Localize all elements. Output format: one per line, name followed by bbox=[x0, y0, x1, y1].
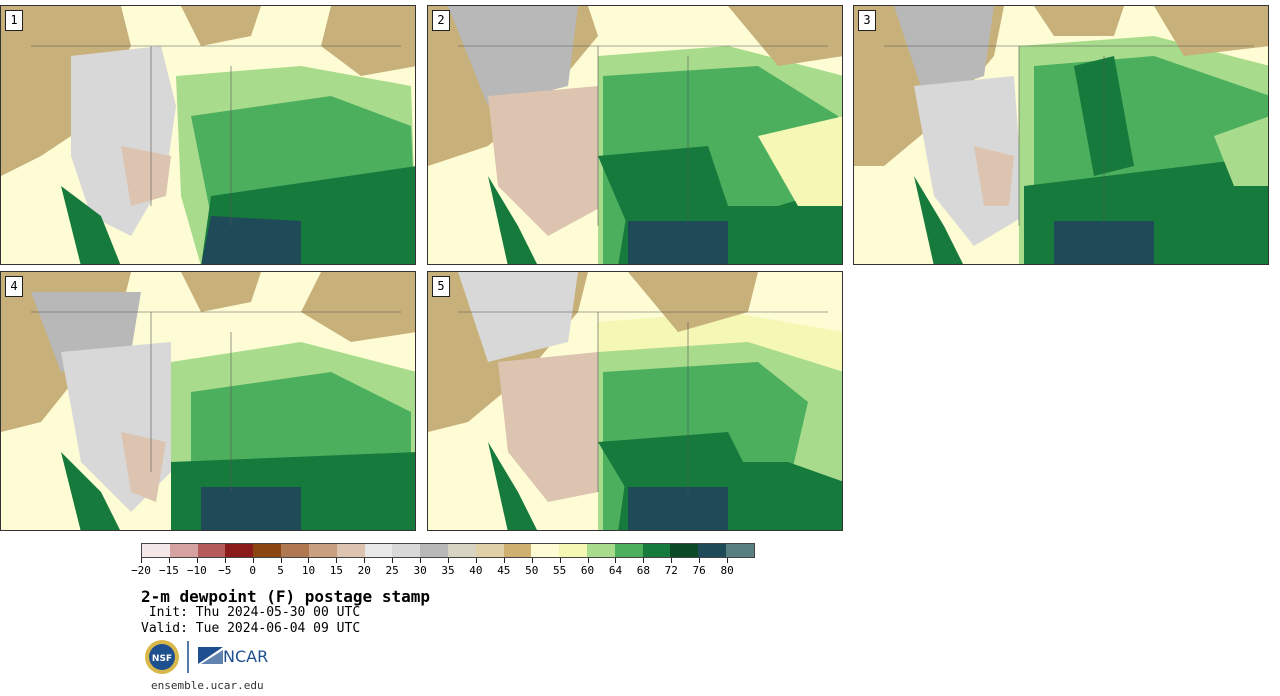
colorbar-segment bbox=[336, 544, 365, 557]
colorbar-tick bbox=[503, 558, 505, 563]
colorbar-segment bbox=[364, 544, 393, 557]
logos: NSF NCAR bbox=[143, 638, 283, 676]
dewpoint-map bbox=[428, 272, 842, 530]
colorbar bbox=[141, 543, 755, 558]
colorbar-tick-label: −20 bbox=[131, 564, 151, 577]
colorbar-tick-label: 30 bbox=[413, 564, 427, 577]
colorbar-segment bbox=[475, 544, 504, 557]
colorbar-segment bbox=[698, 544, 727, 557]
colorbar-tick-label: 68 bbox=[636, 564, 650, 577]
colorbar-tick-label: 72 bbox=[664, 564, 678, 577]
colorbar-tick-label: 40 bbox=[469, 564, 483, 577]
init-time: Init: Thu 2024-05-30 00 UTC bbox=[141, 605, 361, 620]
colorbar-segment bbox=[281, 544, 309, 557]
colorbar-tick-label: 60 bbox=[580, 564, 595, 577]
panel-number-label: 2 bbox=[432, 10, 450, 31]
colorbar-tick-label: −15 bbox=[158, 564, 179, 577]
colorbar-tick-label: 20 bbox=[357, 564, 371, 577]
colorbar-tick-label: 76 bbox=[692, 564, 706, 577]
colorbar-tick bbox=[364, 558, 366, 563]
valid-time: Valid: Tue 2024-06-04 09 UTC bbox=[141, 621, 361, 636]
colorbar-tick bbox=[448, 558, 449, 563]
colorbar-segment bbox=[642, 544, 671, 557]
panel-number-label: 5 bbox=[432, 276, 450, 297]
colorbar-segment bbox=[559, 544, 587, 557]
colorbar-segment bbox=[587, 544, 615, 557]
colorbar-tick bbox=[671, 558, 673, 563]
map-panel-1[interactable]: 1 bbox=[0, 5, 416, 265]
colorbar-tick-label: 45 bbox=[497, 564, 511, 577]
dewpoint-map bbox=[1, 6, 415, 264]
ncar-logo: NCAR bbox=[198, 647, 268, 666]
colorbar-tick-label: 55 bbox=[553, 564, 567, 577]
colorbar-tick bbox=[643, 558, 645, 563]
colorbar-tick bbox=[615, 558, 617, 563]
colorbar-tick-label: −10 bbox=[186, 564, 207, 577]
dewpoint-map bbox=[428, 6, 842, 264]
panel-number-label: 4 bbox=[5, 276, 23, 297]
colorbar-segment bbox=[531, 544, 560, 557]
colorbar-tick-label: 64 bbox=[608, 564, 623, 577]
colorbar-tick bbox=[252, 558, 254, 563]
colorbar-tick bbox=[224, 558, 226, 563]
colorbar-tick bbox=[196, 558, 198, 563]
colorbar-tick-label: 80 bbox=[720, 564, 734, 577]
colorbar-segment bbox=[670, 544, 699, 557]
panel-number-label: 3 bbox=[858, 10, 876, 31]
colorbar-tick-label: −5 bbox=[218, 564, 232, 577]
map-panel-5[interactable]: 5 bbox=[427, 271, 843, 531]
colorbar-tick bbox=[168, 558, 170, 563]
colorbar-tick bbox=[559, 558, 561, 563]
colorbar-tick-label: 0 bbox=[249, 564, 256, 577]
colorbar-segment bbox=[142, 544, 170, 557]
dewpoint-map bbox=[854, 6, 1268, 264]
colorbar-tick bbox=[336, 558, 338, 563]
map-panel-4[interactable]: 4 bbox=[0, 271, 416, 531]
colorbar-segment bbox=[308, 544, 337, 557]
colorbar-tick-label: 5 bbox=[277, 564, 284, 577]
colorbar-tick-label: 15 bbox=[329, 564, 343, 577]
colorbar-tick bbox=[587, 558, 589, 563]
colorbar-tick bbox=[141, 558, 142, 563]
colorbar-tick bbox=[280, 558, 282, 563]
colorbar-segment bbox=[420, 544, 448, 557]
svg-text:NCAR: NCAR bbox=[223, 647, 268, 666]
svg-text:NSF: NSF bbox=[152, 654, 172, 664]
colorbar-segment bbox=[503, 544, 532, 557]
colorbar-tick-label: 50 bbox=[525, 564, 539, 577]
colorbar-segment bbox=[225, 544, 254, 557]
colorbar-tick-label: 35 bbox=[441, 564, 455, 577]
map-panel-2[interactable]: 2 bbox=[427, 5, 843, 265]
map-panel-3[interactable]: 3 bbox=[853, 5, 1269, 265]
panel-number-label: 1 bbox=[5, 10, 23, 31]
colorbar-ticks: −20 −15 −10 −5 0 5 10 15 20 25 30 35 40 45 50 55 60 64 68 7… bbox=[131, 558, 755, 578]
colorbar-tick bbox=[699, 558, 701, 563]
chart-title: 2-m dewpoint (F) postage stamp bbox=[141, 587, 430, 606]
dewpoint-map bbox=[1, 272, 415, 530]
colorbar-segment bbox=[447, 544, 476, 557]
colorbar-segment bbox=[253, 544, 282, 557]
colorbar-tick bbox=[727, 558, 729, 563]
colorbar-tick bbox=[420, 558, 422, 563]
colorbar-tick bbox=[392, 558, 394, 563]
colorbar-segment bbox=[392, 544, 421, 557]
colorbar-tick-label: 10 bbox=[301, 564, 316, 577]
colorbar-tick-label: 25 bbox=[385, 564, 399, 577]
colorbar-tick bbox=[531, 558, 533, 563]
website-url[interactable]: ensemble.ucar.edu bbox=[151, 679, 264, 692]
colorbar-segment bbox=[726, 544, 754, 557]
colorbar-segment bbox=[197, 544, 226, 557]
colorbar-segment bbox=[614, 544, 643, 557]
colorbar-segment bbox=[169, 544, 198, 557]
nsf-logo: NSF bbox=[145, 640, 179, 674]
colorbar-tick bbox=[308, 558, 310, 563]
colorbar-tick bbox=[475, 558, 477, 563]
